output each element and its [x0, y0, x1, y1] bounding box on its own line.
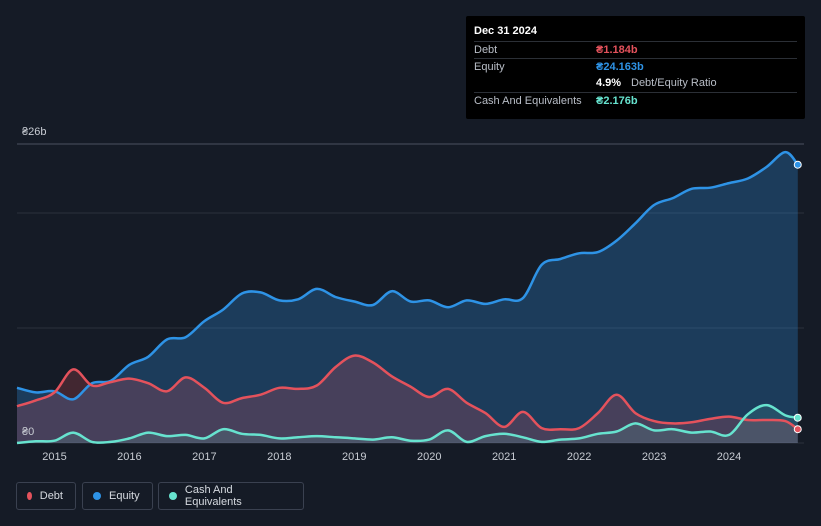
debt-dot-icon: [27, 492, 32, 500]
x-tick-label: 2020: [417, 451, 441, 463]
x-axis: 2015 2016 2017 2018 2019 2020 2021 2022 2023 2024: [42, 451, 741, 463]
cash-end-marker: [793, 413, 802, 422]
tooltip-row-equity: Equity ₴24.163b: [474, 58, 797, 76]
tooltip-debt-label: Debt: [474, 44, 498, 56]
y-tick-label: ₴26b: [22, 126, 46, 138]
equity-end-marker: [793, 160, 802, 169]
equity-area: [17, 152, 798, 443]
y-tick-label: ₴0: [22, 426, 34, 438]
end-markers: [793, 160, 802, 434]
tooltip-debt-value: ₴1.184b: [596, 44, 638, 56]
legend-item-debt[interactable]: Debt: [16, 482, 76, 510]
tooltip-row-debt: Debt ₴1.184b: [474, 41, 797, 59]
series-lines: [16, 150, 799, 445]
x-tick-label: 2018: [267, 451, 291, 463]
x-tick-label: 2023: [642, 451, 666, 463]
legend-item-cash[interactable]: Cash And Equivalents: [158, 482, 304, 510]
x-tick-label: 2022: [567, 451, 591, 463]
y-axis: ₴0 ₴26b: [22, 126, 46, 438]
cash-dot-icon: [169, 492, 177, 500]
tooltip-cash-value: ₴2.176b: [596, 95, 638, 107]
tooltip-equity-label: Equity: [474, 61, 505, 73]
cash-line: [16, 403, 799, 445]
x-tick-label: 2017: [192, 451, 216, 463]
debt-area: [17, 355, 798, 443]
tooltip-panel: Dec 31 2024 Debt ₴1.184b Equity ₴24.163b…: [466, 16, 805, 119]
x-tick-label: 2016: [117, 451, 141, 463]
grid-lines: [17, 143, 804, 444]
tooltip-date: Dec 31 2024: [474, 25, 537, 37]
tooltip-ratio-label: Debt/Equity Ratio: [631, 77, 717, 89]
tooltip-row-cash: Cash And Equivalents ₴2.176b: [474, 92, 797, 110]
x-tick-label: 2024: [717, 451, 741, 463]
series-areas: [17, 152, 798, 443]
tooltip-cash-label: Cash And Equivalents: [474, 95, 582, 107]
equity-dot-icon: [93, 492, 101, 500]
debt-end-marker: [793, 425, 802, 434]
legend-label-debt: Debt: [39, 490, 63, 502]
x-tick-label: 2021: [492, 451, 516, 463]
legend-label-cash: Cash And Equivalents: [184, 484, 242, 508]
x-tick-label: 2015: [42, 451, 66, 463]
debt-line: [16, 354, 799, 431]
legend-label-equity: Equity: [109, 490, 140, 502]
legend-item-equity[interactable]: Equity: [82, 482, 153, 510]
x-tick-label: 2019: [342, 451, 366, 463]
tooltip-ratio-value: 4.9%: [596, 77, 622, 89]
tooltip-equity-value: ₴24.163b: [596, 61, 644, 73]
tooltip-row-ratio: 4.9% Debt/Equity Ratio: [474, 75, 797, 92]
equity-line: [16, 150, 799, 401]
